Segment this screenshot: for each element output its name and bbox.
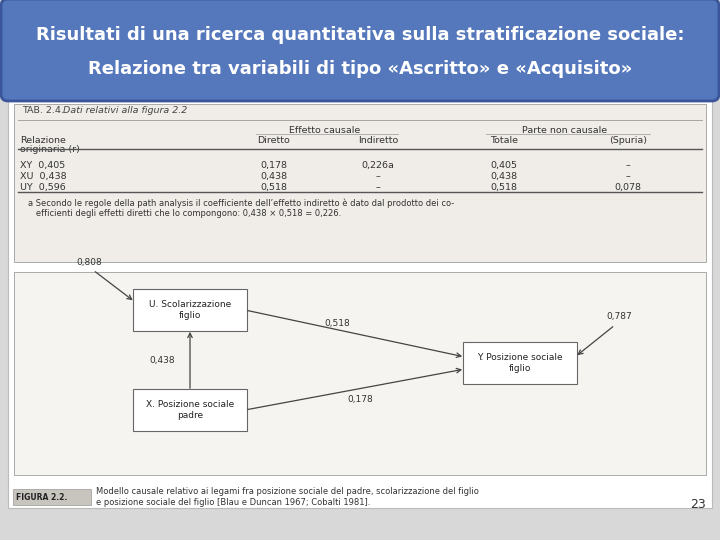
Text: Modello causale relativo ai legami fra posizione sociale del padre, scolarizzazi: Modello causale relativo ai legami fra p… [96, 487, 479, 508]
Text: X. Posizione sociale
padre: X. Posizione sociale padre [146, 400, 234, 420]
Text: 0,438: 0,438 [490, 172, 518, 181]
Text: 0,405: 0,405 [490, 161, 518, 170]
Text: 0,438: 0,438 [261, 172, 287, 181]
Text: Risultati di una ricerca quantitativa sulla stratificazione sociale:: Risultati di una ricerca quantitativa su… [36, 26, 684, 44]
Text: TAB. 2.4.: TAB. 2.4. [22, 106, 64, 115]
Text: Effetto causale: Effetto causale [289, 126, 361, 135]
Text: 0,518: 0,518 [261, 183, 287, 192]
Text: –: – [626, 161, 631, 170]
Text: –: – [626, 172, 631, 181]
Text: Relazione: Relazione [20, 136, 66, 145]
Text: Parte non causale: Parte non causale [523, 126, 608, 135]
Text: 0,438: 0,438 [149, 355, 175, 364]
FancyBboxPatch shape [14, 272, 706, 475]
Text: –: – [376, 183, 380, 192]
FancyBboxPatch shape [1, 0, 719, 101]
Text: XY  0,405: XY 0,405 [20, 161, 66, 170]
Text: Relazione tra variabili di tipo «Ascritto» e «Acquisito»: Relazione tra variabili di tipo «Ascritt… [88, 60, 632, 78]
Text: (Spuria): (Spuria) [609, 136, 647, 145]
FancyBboxPatch shape [463, 342, 577, 384]
Text: FIGURA 2.2.: FIGURA 2.2. [16, 492, 67, 502]
Text: 23: 23 [690, 497, 706, 510]
Text: U. Scolarizzazione
figlio: U. Scolarizzazione figlio [149, 300, 231, 320]
Text: Diretto: Diretto [258, 136, 290, 145]
Text: 0,078: 0,078 [614, 183, 642, 192]
Text: 0,787: 0,787 [606, 313, 632, 321]
Text: Y. Posizione sociale
figlio: Y. Posizione sociale figlio [477, 353, 563, 373]
Text: 0,226a: 0,226a [361, 161, 395, 170]
FancyBboxPatch shape [133, 289, 247, 331]
Text: Dati relativi alla figura 2.2: Dati relativi alla figura 2.2 [60, 106, 187, 115]
Text: a Secondo le regole della path analysis il coefficiente dell’effetto indiretto è: a Secondo le regole della path analysis … [28, 198, 454, 218]
Text: Totale: Totale [490, 136, 518, 145]
Text: 0,178: 0,178 [347, 395, 373, 404]
FancyBboxPatch shape [14, 104, 706, 262]
Text: 0,808: 0,808 [76, 258, 102, 267]
Text: Indiretto: Indiretto [358, 136, 398, 145]
Text: 0,518: 0,518 [324, 319, 350, 328]
FancyBboxPatch shape [133, 389, 247, 431]
Text: originaria (r): originaria (r) [20, 145, 80, 154]
FancyBboxPatch shape [13, 489, 91, 505]
FancyBboxPatch shape [8, 100, 712, 508]
Text: 0,178: 0,178 [261, 161, 287, 170]
Text: XU  0,438: XU 0,438 [20, 172, 67, 181]
Text: UY  0,596: UY 0,596 [20, 183, 66, 192]
Text: –: – [376, 172, 380, 181]
Text: 0,518: 0,518 [490, 183, 518, 192]
